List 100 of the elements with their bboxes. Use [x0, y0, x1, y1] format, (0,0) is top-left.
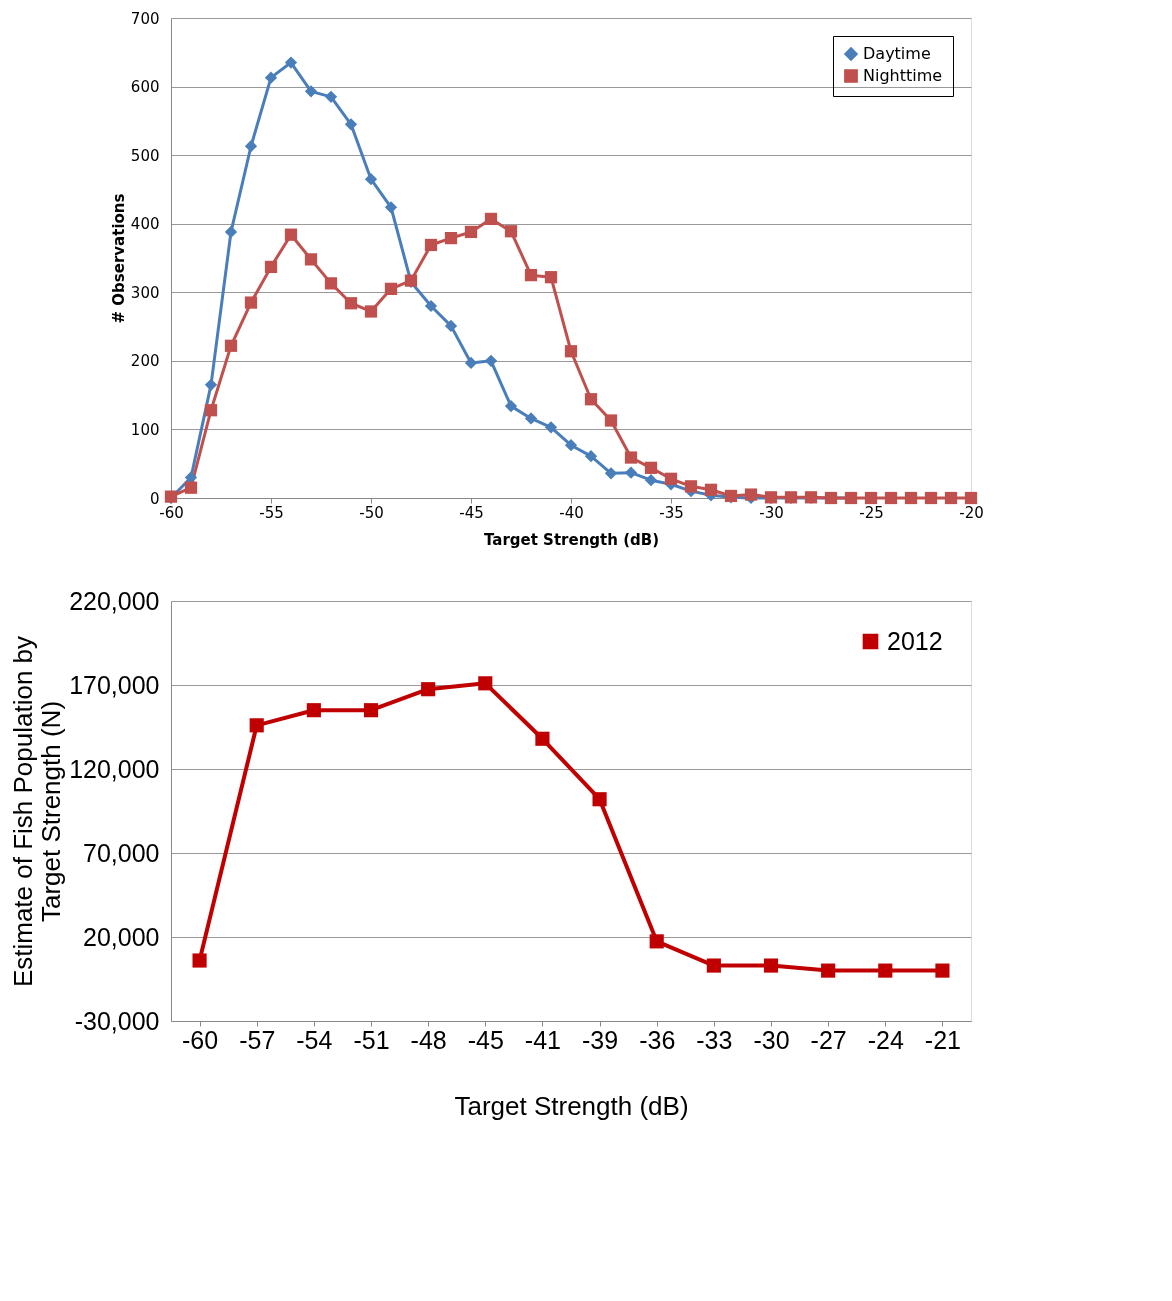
x-tick-label: -48 — [410, 1025, 447, 1054]
point — [864, 491, 878, 505]
y-tick-label: 300 — [130, 283, 160, 302]
point — [192, 953, 207, 968]
point — [344, 297, 358, 310]
point — [324, 90, 338, 103]
x-tick-label: -21 — [924, 1025, 961, 1054]
x-tick-label: -51 — [353, 1025, 390, 1054]
y-tick-label: 120,000 — [69, 754, 160, 783]
point — [484, 212, 498, 226]
point — [884, 491, 898, 505]
point — [204, 404, 218, 417]
point — [324, 277, 338, 290]
point — [604, 414, 618, 427]
point — [244, 140, 258, 153]
point — [604, 467, 618, 480]
point — [644, 461, 658, 474]
y-tick-label: 20,000 — [83, 922, 160, 951]
point — [624, 451, 638, 464]
point — [878, 963, 893, 978]
x-tick-label: -33 — [696, 1025, 733, 1054]
point — [284, 228, 298, 241]
point — [935, 963, 950, 978]
point — [364, 305, 378, 318]
point — [763, 958, 779, 973]
point — [649, 934, 664, 949]
x-tick-label: -41 — [524, 1025, 561, 1054]
point — [464, 356, 478, 370]
point — [384, 282, 398, 295]
point — [306, 703, 321, 718]
x-tick-label: -54 — [296, 1025, 333, 1054]
x-tick-label: -27 — [810, 1025, 847, 1054]
point — [544, 271, 558, 284]
point — [244, 296, 258, 309]
x-tick-label: -55 — [259, 503, 284, 522]
point — [421, 682, 436, 697]
point — [544, 421, 558, 434]
y-tick-label: 200 — [130, 352, 160, 371]
point — [224, 339, 238, 352]
x-axis-title: Target Strength (dB) — [483, 530, 660, 549]
legend-label: Daytime — [863, 44, 931, 63]
point — [304, 85, 318, 98]
x-tick-label: -36 — [639, 1025, 676, 1054]
point — [264, 260, 278, 274]
x-tick-label: -20 — [959, 503, 984, 522]
point — [664, 472, 678, 485]
y-tick-label: 100 — [130, 420, 160, 439]
point — [424, 299, 438, 313]
x-tick-label: -40 — [559, 503, 584, 522]
point — [478, 676, 493, 691]
x-tick-label: -30 — [759, 503, 784, 522]
y-tick-label: 220,000 — [69, 586, 160, 615]
x-tick-label: -30 — [753, 1025, 790, 1054]
point — [363, 703, 379, 718]
point — [504, 225, 518, 238]
point — [304, 253, 318, 266]
point — [524, 412, 538, 425]
point — [821, 963, 836, 978]
point — [464, 225, 478, 239]
y-tick-label: -30,000 — [74, 1006, 160, 1035]
point — [444, 319, 458, 333]
point — [592, 792, 607, 807]
point — [184, 481, 198, 494]
point — [424, 238, 438, 252]
point — [584, 450, 598, 463]
y-axis-title: Estimate of Fish Population by Target Strength (N) — [8, 635, 67, 988]
y-tick-label: 600 — [130, 78, 160, 97]
point — [684, 480, 698, 493]
point — [564, 439, 578, 452]
point — [384, 201, 398, 214]
legend-label: 2012 — [887, 626, 943, 655]
point — [584, 393, 598, 406]
point — [484, 354, 498, 367]
x-tick-label: -25 — [859, 503, 884, 522]
y-tick-label: 700 — [130, 9, 160, 28]
point — [444, 231, 458, 245]
point — [924, 491, 938, 505]
y-axis-title: # Observations — [109, 193, 128, 324]
point — [184, 471, 198, 484]
y-tick-label: 500 — [130, 146, 160, 165]
point — [704, 483, 718, 496]
x-axis-title: Target Strength (dB) — [454, 1090, 689, 1121]
x-tick-label: -45 — [467, 1025, 504, 1054]
x-tick-label: -39 — [582, 1025, 619, 1054]
point — [944, 491, 958, 505]
x-tick-label: -50 — [359, 503, 384, 522]
point — [524, 269, 538, 282]
legend-label: Nighttime — [863, 66, 943, 85]
y-tick-label: 170,000 — [69, 670, 160, 699]
x-tick-label: -24 — [867, 1025, 904, 1054]
point — [644, 474, 658, 487]
y-tick-label: 0 — [149, 489, 160, 508]
point — [535, 731, 550, 746]
y-tick-label: 70,000 — [83, 838, 160, 867]
x-tick-label: -60 — [182, 1025, 219, 1054]
point — [249, 718, 264, 733]
point — [706, 958, 721, 973]
point — [204, 378, 218, 391]
point — [284, 56, 298, 69]
point — [224, 225, 238, 239]
